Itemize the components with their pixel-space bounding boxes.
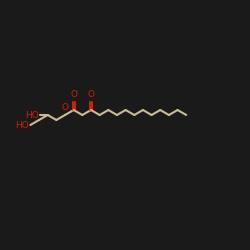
Text: O: O bbox=[70, 90, 77, 99]
Text: O: O bbox=[62, 103, 69, 112]
Text: HO: HO bbox=[25, 110, 39, 120]
Text: HO: HO bbox=[15, 120, 29, 130]
Text: O: O bbox=[88, 90, 94, 99]
